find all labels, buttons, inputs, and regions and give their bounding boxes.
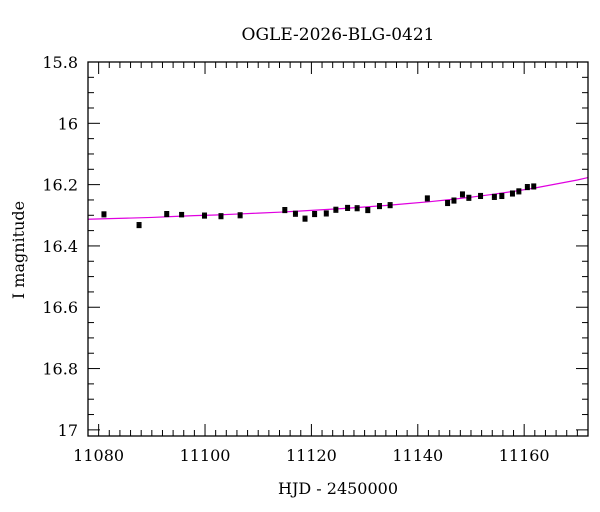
x-tick-label: 11160 bbox=[499, 446, 550, 465]
data-point bbox=[499, 192, 505, 200]
point-marker bbox=[179, 212, 185, 217]
data-point bbox=[323, 210, 329, 217]
point-marker bbox=[478, 193, 484, 198]
point-marker bbox=[531, 184, 537, 189]
point-marker bbox=[302, 216, 308, 221]
x-tick-label: 11140 bbox=[392, 446, 443, 465]
y-tick-label: 16.8 bbox=[42, 360, 78, 379]
data-point bbox=[101, 211, 107, 218]
point-marker bbox=[491, 194, 497, 199]
y-tick-label: 16 bbox=[58, 114, 78, 133]
point-marker bbox=[365, 208, 371, 213]
x-tick-label: 11080 bbox=[73, 446, 124, 465]
point-marker bbox=[376, 204, 382, 209]
x-tick-label: 11100 bbox=[180, 446, 231, 465]
data-point bbox=[136, 222, 142, 229]
data-point bbox=[478, 192, 484, 200]
point-marker bbox=[354, 206, 360, 211]
y-tick-label: 16.6 bbox=[42, 298, 78, 317]
data-point bbox=[345, 204, 351, 211]
data-point bbox=[333, 206, 339, 213]
data-point bbox=[312, 211, 318, 218]
data-point bbox=[282, 207, 288, 214]
model-curve-layer bbox=[88, 176, 588, 220]
data-point bbox=[201, 212, 207, 219]
y-tick-label: 16.2 bbox=[42, 176, 78, 195]
data-point bbox=[445, 199, 451, 207]
data-point bbox=[509, 190, 515, 197]
data-point bbox=[451, 197, 457, 204]
data-point bbox=[218, 213, 224, 220]
point-marker bbox=[237, 213, 243, 218]
data-point bbox=[387, 202, 393, 209]
data-point bbox=[376, 203, 382, 210]
point-marker bbox=[333, 207, 339, 212]
chart-title: OGLE-2026-BLG-0421 bbox=[242, 25, 435, 45]
point-marker bbox=[516, 189, 522, 194]
point-marker bbox=[323, 211, 329, 216]
data-point bbox=[365, 207, 371, 214]
point-marker bbox=[312, 212, 318, 217]
data-point bbox=[237, 212, 243, 219]
tick-labels: 11080 11100 11120 11140 11160 15.8 16 16.2 16.4 1… bbox=[42, 53, 549, 465]
model-curve bbox=[88, 176, 588, 220]
point-marker bbox=[292, 211, 298, 216]
data-point bbox=[516, 188, 522, 195]
data-point bbox=[179, 211, 185, 218]
point-marker bbox=[466, 195, 472, 200]
point-marker bbox=[499, 193, 505, 198]
point-marker bbox=[459, 192, 465, 197]
point-marker bbox=[136, 223, 142, 228]
y-axis-label: I magnitude bbox=[9, 201, 28, 299]
x-axis-label: HJD - 2450000 bbox=[278, 479, 398, 498]
data-point bbox=[292, 210, 298, 217]
point-marker bbox=[282, 208, 288, 213]
data-point bbox=[459, 191, 465, 198]
axes-frame bbox=[87, 61, 589, 437]
x-tick-label: 11120 bbox=[286, 446, 337, 465]
y-tick-label: 17 bbox=[58, 421, 78, 440]
point-marker bbox=[101, 212, 107, 217]
data-point bbox=[164, 211, 170, 218]
y-tick-label: 15.8 bbox=[42, 53, 78, 72]
point-marker bbox=[509, 191, 515, 196]
point-marker bbox=[387, 203, 393, 208]
data-point bbox=[466, 194, 472, 201]
point-marker bbox=[424, 196, 430, 201]
y-tick-label: 16.4 bbox=[42, 237, 78, 256]
data-point bbox=[354, 205, 360, 212]
data-point bbox=[531, 183, 537, 190]
point-marker bbox=[164, 212, 170, 217]
plot-frame bbox=[87, 61, 589, 437]
point-marker bbox=[345, 205, 351, 210]
tick-marks bbox=[87, 61, 589, 436]
data-points-layer bbox=[101, 183, 537, 229]
data-point bbox=[524, 184, 530, 191]
data-point bbox=[424, 195, 430, 202]
point-marker bbox=[451, 198, 457, 203]
point-marker bbox=[445, 201, 451, 206]
data-point bbox=[302, 215, 308, 222]
point-marker bbox=[218, 214, 224, 219]
point-marker bbox=[524, 185, 530, 190]
point-marker bbox=[201, 213, 207, 218]
data-point bbox=[491, 193, 497, 200]
